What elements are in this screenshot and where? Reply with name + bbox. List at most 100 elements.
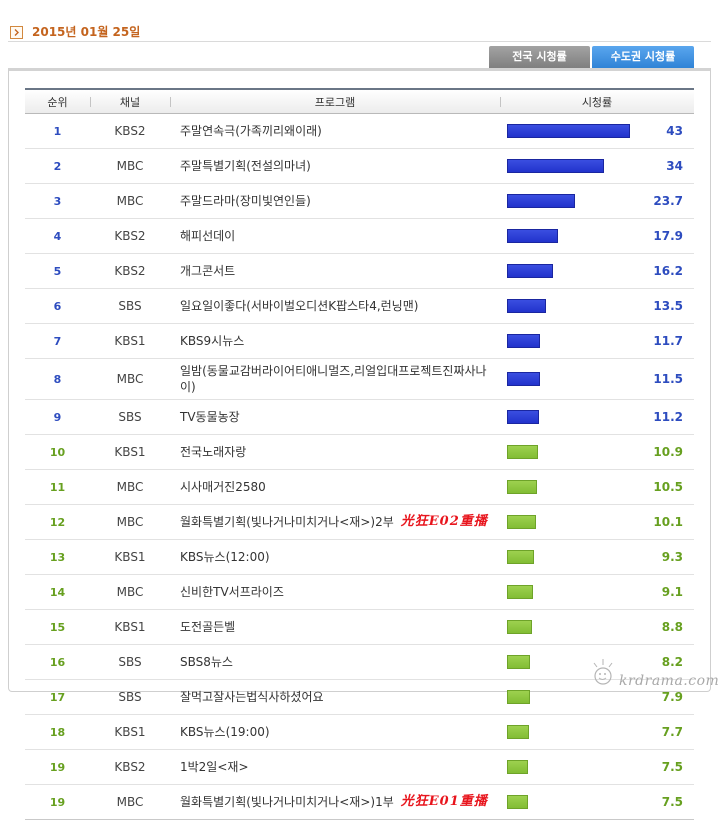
program-cell: 일요일이좋다(서바이벌오디션K팝스타4,런닝맨) [170, 288, 500, 324]
rank-cell: 19 [25, 749, 90, 785]
rating-cell: 10.1 [500, 504, 694, 540]
rating-bar [507, 585, 533, 599]
table-row: 14 MBC 신비한TV서프라이즈 9.1 [25, 574, 694, 610]
program-name: 개그콘서트 [180, 264, 236, 279]
rating-bar-track: 17.9 [500, 223, 694, 249]
rating-cell: 8.2 [500, 644, 694, 680]
ratings-table: 순위 채널 프로그램 시청률 1 KBS2 주말연속극(가족끼리왜이래) 43 2 MBC… [25, 88, 694, 820]
program-cell: 1박2일<재> [170, 749, 500, 785]
rating-bar [507, 299, 546, 313]
rating-value: 34 [666, 159, 683, 173]
channel-cell: SBS [90, 679, 170, 715]
channel-cell: MBC [90, 469, 170, 505]
program-name: 주말연속극(가족끼리왜이래) [180, 124, 322, 139]
program-cell: KBS9시뉴스 [170, 323, 500, 359]
rank-cell: 19 [25, 784, 90, 820]
table-row: 8 MBC 일밤(동물교감버라이어티애니멀즈,리얼입대프로젝트진짜사나이) 11.5 [25, 358, 694, 400]
rating-value: 13.5 [653, 299, 683, 313]
program-cell: SBS8뉴스 [170, 644, 500, 680]
channel-cell: MBC [90, 784, 170, 820]
program-cell: 주말연속극(가족끼리왜이래) [170, 113, 500, 149]
table-row: 19 KBS2 1박2일<재> 7.5 [25, 749, 694, 785]
rating-bar-track: 13.5 [500, 293, 694, 319]
program-name: 신비한TV서프라이즈 [180, 585, 284, 600]
rating-value: 7.5 [661, 760, 683, 774]
rating-bar-track: 10.5 [500, 474, 694, 500]
program-cell: 시사매거진2580 [170, 469, 500, 505]
rating-bar [507, 194, 575, 208]
table-row: 6 SBS 일요일이좋다(서바이벌오디션K팝스타4,런닝맨) 13.5 [25, 288, 694, 324]
rating-value: 23.7 [653, 194, 683, 208]
rating-bar [507, 480, 537, 494]
program-name: KBS뉴스(12:00) [180, 550, 270, 565]
program-cell: 전국노래자랑 [170, 434, 500, 470]
rating-cell: 10.5 [500, 469, 694, 505]
column-header-rank: 순위 [25, 88, 90, 114]
rating-cell: 17.9 [500, 218, 694, 254]
rating-bar-track: 23.7 [500, 188, 694, 214]
rank-cell: 1 [25, 113, 90, 149]
tab-capital-area-ratings[interactable]: 수도권 시청률 [592, 46, 694, 68]
table-row: 11 MBC 시사매거진2580 10.5 [25, 469, 694, 505]
rank-cell: 2 [25, 148, 90, 184]
program-name: 일요일이좋다(서바이벌오디션K팝스타4,런닝맨) [180, 299, 419, 314]
rating-cell: 16.2 [500, 253, 694, 289]
rating-cell: 9.1 [500, 574, 694, 610]
program-cell: 주말특별기획(전설의마녀) [170, 148, 500, 184]
table-row: 12 MBC 월화특별기획(빛나거나미치거나<재>)2부 光狂E02重播 10.1 [25, 504, 694, 540]
rating-bar [507, 264, 553, 278]
channel-cell: KBS2 [90, 218, 170, 254]
rank-cell: 6 [25, 288, 90, 324]
rating-bar [507, 515, 536, 529]
channel-cell: KBS1 [90, 323, 170, 359]
annotation-note: 光狂E01重播 [400, 794, 488, 810]
rating-cell: 11.5 [500, 358, 694, 400]
program-name: 주말드라마(장미빛연인들) [180, 194, 311, 209]
table-row: 19 MBC 월화특별기획(빛나거나미치거나<재>)1부 光狂E01重播 7.5 [25, 784, 694, 820]
tab-nationwide-ratings[interactable]: 전국 시청률 [489, 46, 590, 68]
rating-cell: 7.5 [500, 784, 694, 820]
channel-cell: KBS1 [90, 714, 170, 750]
rank-cell: 5 [25, 253, 90, 289]
table-header-row: 순위 채널 프로그램 시청률 [25, 88, 694, 114]
rating-cell: 7.5 [500, 749, 694, 785]
rating-bar [507, 445, 538, 459]
rating-value: 16.2 [653, 264, 683, 278]
rating-cell: 34 [500, 148, 694, 184]
program-name: 시사매거진2580 [180, 480, 266, 495]
program-name: 해피선데이 [180, 229, 236, 244]
table-row: 5 KBS2 개그콘서트 16.2 [25, 253, 694, 289]
column-header-program: 프로그램 [170, 88, 500, 114]
channel-cell: KBS2 [90, 253, 170, 289]
program-name: SBS8뉴스 [180, 655, 233, 670]
rating-bar-track: 11.2 [500, 404, 694, 430]
rank-cell: 7 [25, 323, 90, 359]
rating-value: 11.5 [653, 372, 683, 386]
rating-bar-track: 11.5 [500, 366, 694, 392]
rating-value: 8.2 [661, 655, 683, 669]
rank-cell: 13 [25, 539, 90, 575]
rank-cell: 8 [25, 358, 90, 400]
rating-cell: 9.3 [500, 539, 694, 575]
rating-bar-track: 7.5 [500, 789, 694, 815]
channel-cell: MBC [90, 358, 170, 400]
rank-cell: 14 [25, 574, 90, 610]
rating-bar-track: 10.1 [500, 509, 694, 535]
table-row: 1 KBS2 주말연속극(가족끼리왜이래) 43 [25, 113, 694, 149]
rating-bar [507, 690, 530, 704]
channel-cell: MBC [90, 148, 170, 184]
rank-cell: 15 [25, 609, 90, 645]
program-cell: 해피선데이 [170, 218, 500, 254]
program-cell: 일밤(동물교감버라이어티애니멀즈,리얼입대프로젝트진짜사나이) [170, 358, 500, 400]
program-cell: 월화특별기획(빛나거나미치거나<재>)1부 光狂E01重播 [170, 784, 500, 820]
program-cell: KBS뉴스(19:00) [170, 714, 500, 750]
channel-cell: MBC [90, 504, 170, 540]
channel-cell: MBC [90, 574, 170, 610]
program-name: KBS뉴스(19:00) [180, 725, 270, 740]
rating-cell: 23.7 [500, 183, 694, 219]
rating-bar [507, 795, 528, 809]
program-name: 1박2일<재> [180, 760, 249, 775]
program-cell: 월화특별기획(빛나거나미치거나<재>)2부 光狂E02重播 [170, 504, 500, 540]
header-divider [8, 41, 711, 42]
program-cell: 주말드라마(장미빛연인들) [170, 183, 500, 219]
